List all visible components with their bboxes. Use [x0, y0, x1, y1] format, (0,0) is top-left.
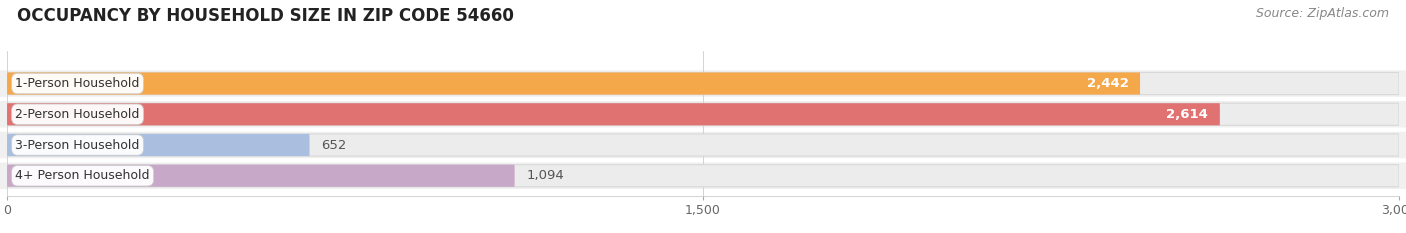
- Text: 2-Person Household: 2-Person Household: [15, 108, 139, 121]
- Text: Source: ZipAtlas.com: Source: ZipAtlas.com: [1256, 7, 1389, 20]
- FancyBboxPatch shape: [0, 132, 1406, 158]
- Text: 1-Person Household: 1-Person Household: [15, 77, 139, 90]
- FancyBboxPatch shape: [7, 165, 515, 187]
- FancyBboxPatch shape: [7, 134, 1399, 156]
- FancyBboxPatch shape: [0, 101, 1406, 127]
- FancyBboxPatch shape: [7, 103, 1220, 125]
- Text: 2,442: 2,442: [1087, 77, 1129, 90]
- Text: 3-Person Household: 3-Person Household: [15, 138, 139, 151]
- FancyBboxPatch shape: [7, 72, 1140, 95]
- Text: 652: 652: [321, 138, 346, 151]
- Text: 2,614: 2,614: [1167, 108, 1208, 121]
- FancyBboxPatch shape: [0, 70, 1406, 97]
- FancyBboxPatch shape: [7, 165, 1399, 187]
- FancyBboxPatch shape: [7, 134, 309, 156]
- FancyBboxPatch shape: [0, 163, 1406, 189]
- FancyBboxPatch shape: [7, 72, 1399, 95]
- Text: OCCUPANCY BY HOUSEHOLD SIZE IN ZIP CODE 54660: OCCUPANCY BY HOUSEHOLD SIZE IN ZIP CODE …: [17, 7, 513, 25]
- Text: 4+ Person Household: 4+ Person Household: [15, 169, 150, 182]
- Text: 1,094: 1,094: [526, 169, 564, 182]
- FancyBboxPatch shape: [7, 103, 1399, 125]
